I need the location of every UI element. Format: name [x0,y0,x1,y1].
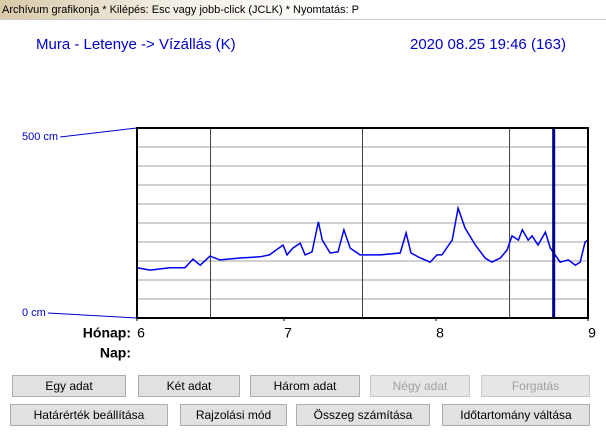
timestamp: 2020 08.25 19:46 (163) [410,36,566,53]
button: Négy adat [370,375,470,397]
button[interactable]: Két adat [138,375,240,397]
button[interactable]: Egy adat [12,375,126,397]
button[interactable]: Határérték beállítása [10,404,168,426]
button[interactable]: Időtartomány váltása [442,404,590,426]
button[interactable]: Három adat [250,375,360,397]
y-tick [48,313,137,318]
x-axis-label: Hónap: [83,325,131,341]
x-tick-label: 7 [284,325,292,341]
chart-title: Mura - Letenye -> Vízállás (K) [36,36,236,53]
x-tick-label: 6 [137,325,145,341]
y-tick-label: 500 cm [22,131,58,143]
chart: Mura - Letenye -> Vízállás (K) 2020 08.2… [0,0,606,434]
button[interactable]: Rajzolási mód [180,404,287,426]
y-tick-label: 0 cm [22,307,46,319]
y-tick [60,128,137,137]
app-window: Archívum grafikonja * Kilépés: Esc vagy … [0,0,606,434]
button: Forgatás [481,375,590,397]
x-tick-label: 8 [436,325,444,341]
button[interactable]: Összeg számítása [296,404,430,426]
x-axis-label-2: Nap: [100,345,131,361]
x-tick-label: 9 [588,325,596,341]
